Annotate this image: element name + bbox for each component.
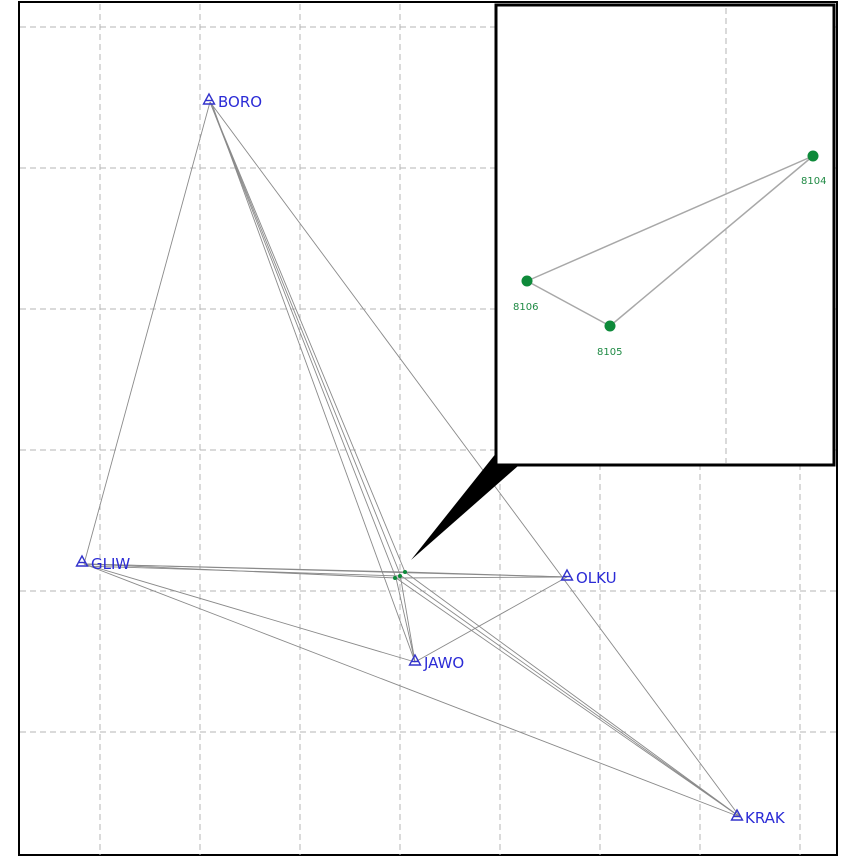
inset-zoom-panel: 8104 8105 8106 — [494, 3, 836, 467]
point-label: 8105 — [597, 347, 622, 358]
point-marker — [521, 275, 533, 287]
inset-lines — [526, 155, 814, 327]
point-label: 8106 — [513, 302, 538, 313]
triangle-icon — [560, 568, 574, 581]
station-label: JAWO — [423, 654, 464, 672]
station-olku[interactable]: OLKU — [560, 568, 617, 587]
point-label: 8104 — [801, 176, 826, 187]
diagram-frame — [18, 1, 838, 856]
triangle-icon — [730, 808, 744, 821]
station-label: OLKU — [576, 569, 617, 587]
point-marker — [604, 320, 616, 332]
point-8105[interactable]: 8105 — [597, 320, 622, 359]
station-boro[interactable]: BORO — [202, 92, 263, 111]
triangle-icon — [202, 92, 216, 105]
station-label: BORO — [218, 93, 262, 111]
point-8104[interactable]: 8104 — [801, 150, 826, 188]
station-label: KRAK — [745, 809, 786, 827]
station-krak[interactable]: KRAK — [730, 808, 786, 827]
station-label: GLIW — [91, 555, 130, 573]
point-marker — [807, 150, 819, 162]
station-jawo[interactable]: JAWO — [408, 653, 465, 672]
point-8106[interactable]: 8106 — [513, 275, 538, 314]
callout-pointer — [411, 452, 518, 560]
triangle-icon — [75, 554, 89, 567]
triangle-icon — [408, 653, 422, 666]
station-gliw[interactable]: GLIW — [75, 554, 131, 573]
observation-lines — [83, 101, 741, 818]
point-cluster[interactable] — [393, 570, 407, 580]
